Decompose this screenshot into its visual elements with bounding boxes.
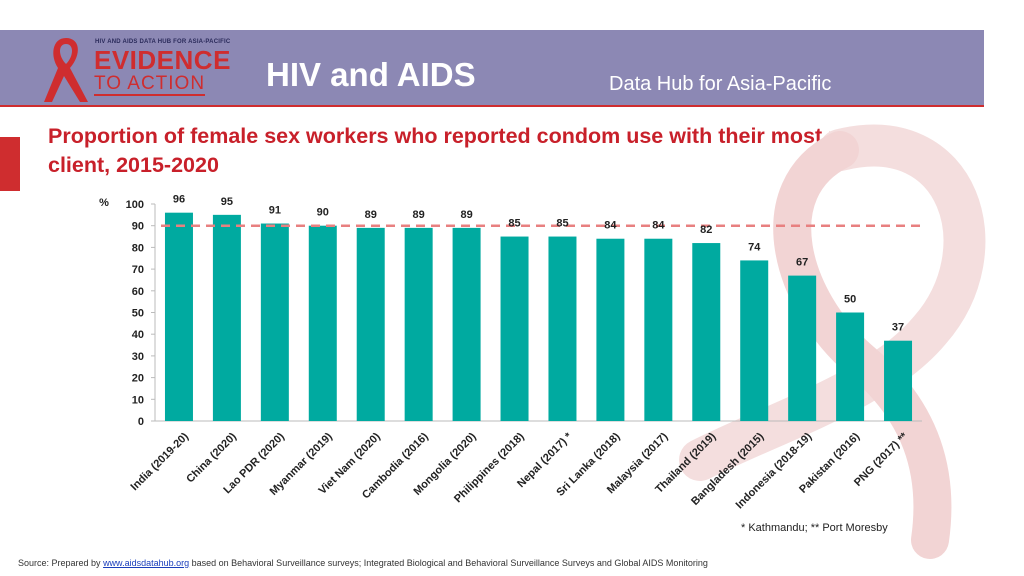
- value-label: 89: [413, 209, 425, 221]
- ribbon-watermark: [679, 124, 986, 559]
- value-label: 91: [269, 205, 281, 217]
- bar: [260, 223, 289, 421]
- value-label: 85: [556, 218, 568, 230]
- logo-evidence-text: EVIDENCE: [94, 45, 231, 75]
- bar: [404, 227, 433, 421]
- value-label: 89: [460, 209, 472, 221]
- y-tick-label: 20: [132, 373, 144, 385]
- bar: [212, 214, 241, 421]
- bar: [740, 260, 769, 421]
- value-label: 89: [365, 209, 377, 221]
- y-tick-label: 100: [126, 199, 144, 211]
- y-tick-label: 0: [138, 416, 144, 428]
- value-label: 67: [796, 257, 808, 269]
- value-label: 50: [844, 294, 856, 306]
- value-label: 37: [892, 322, 904, 334]
- y-tick-label: 80: [132, 242, 144, 254]
- source-link[interactable]: www.aidsdatahub.org: [103, 558, 190, 568]
- source-prefix: Source: Prepared by: [18, 558, 104, 568]
- chart-title: Proportion of female sex workers who rep…: [48, 124, 893, 177]
- bar: [548, 236, 577, 421]
- y-tick-label: 90: [132, 221, 144, 233]
- bar: [836, 312, 865, 421]
- y-tick-label: 30: [132, 351, 144, 363]
- y-axis-label: %: [99, 197, 109, 209]
- bar: [500, 236, 529, 421]
- y-tick-label: 40: [132, 329, 144, 341]
- header-title: HIV and AIDS: [266, 56, 476, 93]
- y-tick-label: 60: [132, 286, 144, 298]
- logo-to-action-text: TO ACTION: [94, 73, 206, 96]
- value-label: 85: [508, 218, 520, 230]
- bar: [596, 238, 625, 421]
- y-tick-label: 10: [132, 394, 144, 406]
- value-label: 74: [748, 241, 761, 253]
- footnote: * Kathmandu; ** Port Moresby: [741, 522, 888, 534]
- logo-tagline: HIV AND AIDS DATA HUB FOR ASIA-PACIFIC: [95, 39, 231, 45]
- bar: [788, 275, 817, 421]
- header-subtitle: Data Hub for Asia-Pacific: [609, 73, 832, 95]
- value-label: 84: [652, 220, 665, 232]
- header-bar: HIV AND AIDS DATA HUB FOR ASIA-PACIFIC E…: [0, 30, 984, 107]
- x-tick-labels-group: India (2019-20)China (2020)Lao PDR (2020…: [129, 430, 911, 511]
- source-suffix: based on Behavioral Surveillance surveys…: [189, 558, 708, 568]
- value-label: 84: [604, 220, 617, 232]
- bar: [164, 212, 193, 421]
- evidence-to-action-logo[interactable]: HIV AND AIDS DATA HUB FOR ASIA-PACIFIC E…: [18, 30, 253, 105]
- x-tick-label: India (2019-20): [129, 430, 192, 493]
- value-labels-group: 96 95 91 90 89 89 89 85 85 84 84 82 74 67 50 37: [173, 194, 904, 334]
- value-label: 95: [221, 196, 233, 208]
- source-note: Source: Prepared by www.aidsdatahub.org …: [18, 558, 708, 568]
- bar: [308, 225, 337, 421]
- bar: [884, 340, 913, 421]
- bars-group: [164, 212, 913, 421]
- value-label: 96: [173, 194, 185, 206]
- bar: [356, 227, 385, 421]
- bar: [692, 243, 721, 421]
- red-ribbon-icon: [44, 38, 88, 102]
- value-label: 90: [317, 207, 329, 219]
- value-label: 82: [700, 224, 712, 236]
- bar: [452, 227, 481, 421]
- y-tick-label: 50: [132, 308, 144, 320]
- bar: [644, 238, 673, 421]
- y-tick-label: 70: [132, 264, 144, 276]
- red-side-marker: [0, 137, 20, 191]
